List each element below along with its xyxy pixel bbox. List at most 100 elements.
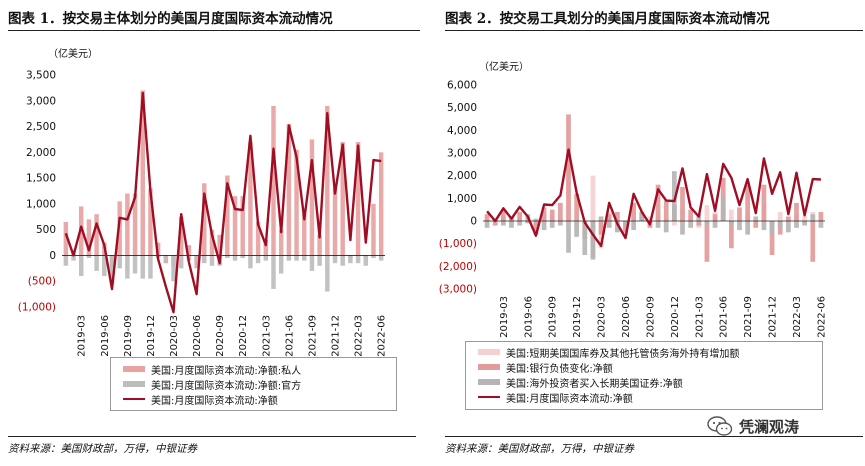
bar (590, 221, 596, 260)
bar (549, 209, 555, 221)
bar (286, 255, 292, 261)
bar (484, 214, 490, 221)
title-rule-1 (8, 30, 420, 31)
bar (704, 205, 710, 221)
bar (371, 203, 376, 256)
x-tick-label: 2021-03 (261, 315, 272, 357)
bar (737, 221, 742, 231)
y-tick-label: 500 (36, 224, 56, 236)
y-tick-label: 1,500 (26, 173, 56, 185)
bar (309, 139, 315, 256)
bar (240, 255, 245, 259)
bar (178, 216, 184, 256)
bar (278, 255, 284, 274)
bar (317, 234, 322, 256)
bar (745, 221, 751, 235)
bar (86, 219, 92, 256)
bar (117, 255, 122, 269)
y-tick-label: (2,000) (439, 261, 477, 273)
bar (302, 214, 307, 256)
bar (704, 221, 710, 226)
x-tick-label: 2021-09 (307, 315, 318, 357)
x-tick-label: 2022-03 (354, 315, 365, 357)
net-flow-line (486, 148, 821, 248)
legend-item-net: 美国:月度国际资本流动:净额 (123, 392, 278, 407)
y-tick-label: (1,000) (439, 238, 477, 250)
bar (566, 221, 571, 253)
legend-label-long-term: 美国:海外投资者买入长期美国证券:净额 (506, 378, 683, 390)
y-tick-label: 3,500 (26, 70, 56, 82)
bar (810, 214, 816, 221)
bar (109, 255, 115, 284)
bar (680, 221, 685, 235)
x-tick-label: 2022-06 (377, 315, 388, 357)
x-tick-label: 2020-12 (238, 315, 249, 357)
bar (818, 211, 824, 221)
legend-swatch-long-term (478, 379, 500, 385)
legend-label-short-term: 美国:短期美国国库券及其他托管债务海外持有增加额 (506, 348, 740, 360)
legend-item-official: 美国:月度国际资本流动:净额:官方 (123, 377, 301, 392)
bar (371, 255, 376, 259)
bar (500, 209, 506, 221)
chart-title-1: 图表 1．按交易主体划分的美国月度国际资本流动情况 (8, 11, 333, 27)
bar (325, 105, 330, 256)
bar (271, 255, 276, 289)
x-tick-label: 2019-06 (100, 315, 111, 357)
bar (255, 255, 261, 264)
bar (140, 90, 145, 256)
chart-title-2: 图表 2．按交易工具划分的美国月度国际资本流动情况 (445, 11, 770, 27)
legend-swatch-official (123, 381, 145, 387)
bar (332, 188, 338, 256)
bar (484, 221, 490, 228)
bar (263, 255, 269, 261)
x-tick-label: 2020-06 (192, 315, 203, 357)
x-tick-label: 2019-09 (123, 315, 134, 357)
bar (712, 221, 718, 228)
bar (753, 221, 759, 228)
x-tick-label: 2021-12 (331, 315, 342, 357)
legend-swatch-private (123, 366, 145, 372)
bar (598, 216, 604, 221)
y-tick-label: 0 (470, 216, 477, 228)
bar (777, 221, 783, 228)
bar (86, 255, 92, 259)
bar (202, 255, 207, 264)
bar (728, 221, 734, 226)
x-tick-label: 2021-12 (768, 296, 779, 338)
bar (753, 216, 759, 221)
legend-item-long-term: 美国:海外投资者买入长期美国证券:净额 (478, 375, 683, 390)
bar (541, 221, 547, 231)
bar (378, 255, 384, 261)
bar (94, 214, 99, 256)
bar (363, 255, 369, 266)
legend-item-bank: 美国:银行负债变化:净额 (478, 360, 613, 375)
bar (225, 175, 230, 256)
legend-swatch-bank (478, 364, 500, 370)
bar (680, 187, 685, 221)
bar (720, 196, 726, 221)
bar (232, 255, 238, 261)
bar (777, 211, 783, 221)
x-tick-label: 2021-09 (743, 296, 754, 338)
bar (171, 255, 176, 282)
source-note-1: 资料来源：美国财政部，万得，中银证券 (8, 443, 197, 455)
net-flow-line (64, 91, 382, 314)
bar (663, 200, 669, 221)
y-tick-label: 2,000 (447, 170, 477, 182)
bar (255, 221, 261, 256)
source-note-2: 资料来源：美国财政部，万得，中银证券 (445, 443, 634, 455)
bar (566, 114, 571, 221)
bar (794, 221, 799, 228)
bar (688, 221, 694, 228)
bar (574, 221, 580, 237)
x-tick-label: 2020-03 (597, 296, 608, 338)
bar (794, 202, 799, 221)
bar (631, 221, 637, 231)
bar (688, 209, 694, 221)
bar (148, 255, 153, 279)
y-tick-label: 6,000 (447, 80, 477, 92)
bar (355, 142, 361, 256)
bar (102, 255, 107, 277)
bar (761, 184, 767, 221)
x-tick-label: 2021-06 (719, 296, 730, 338)
